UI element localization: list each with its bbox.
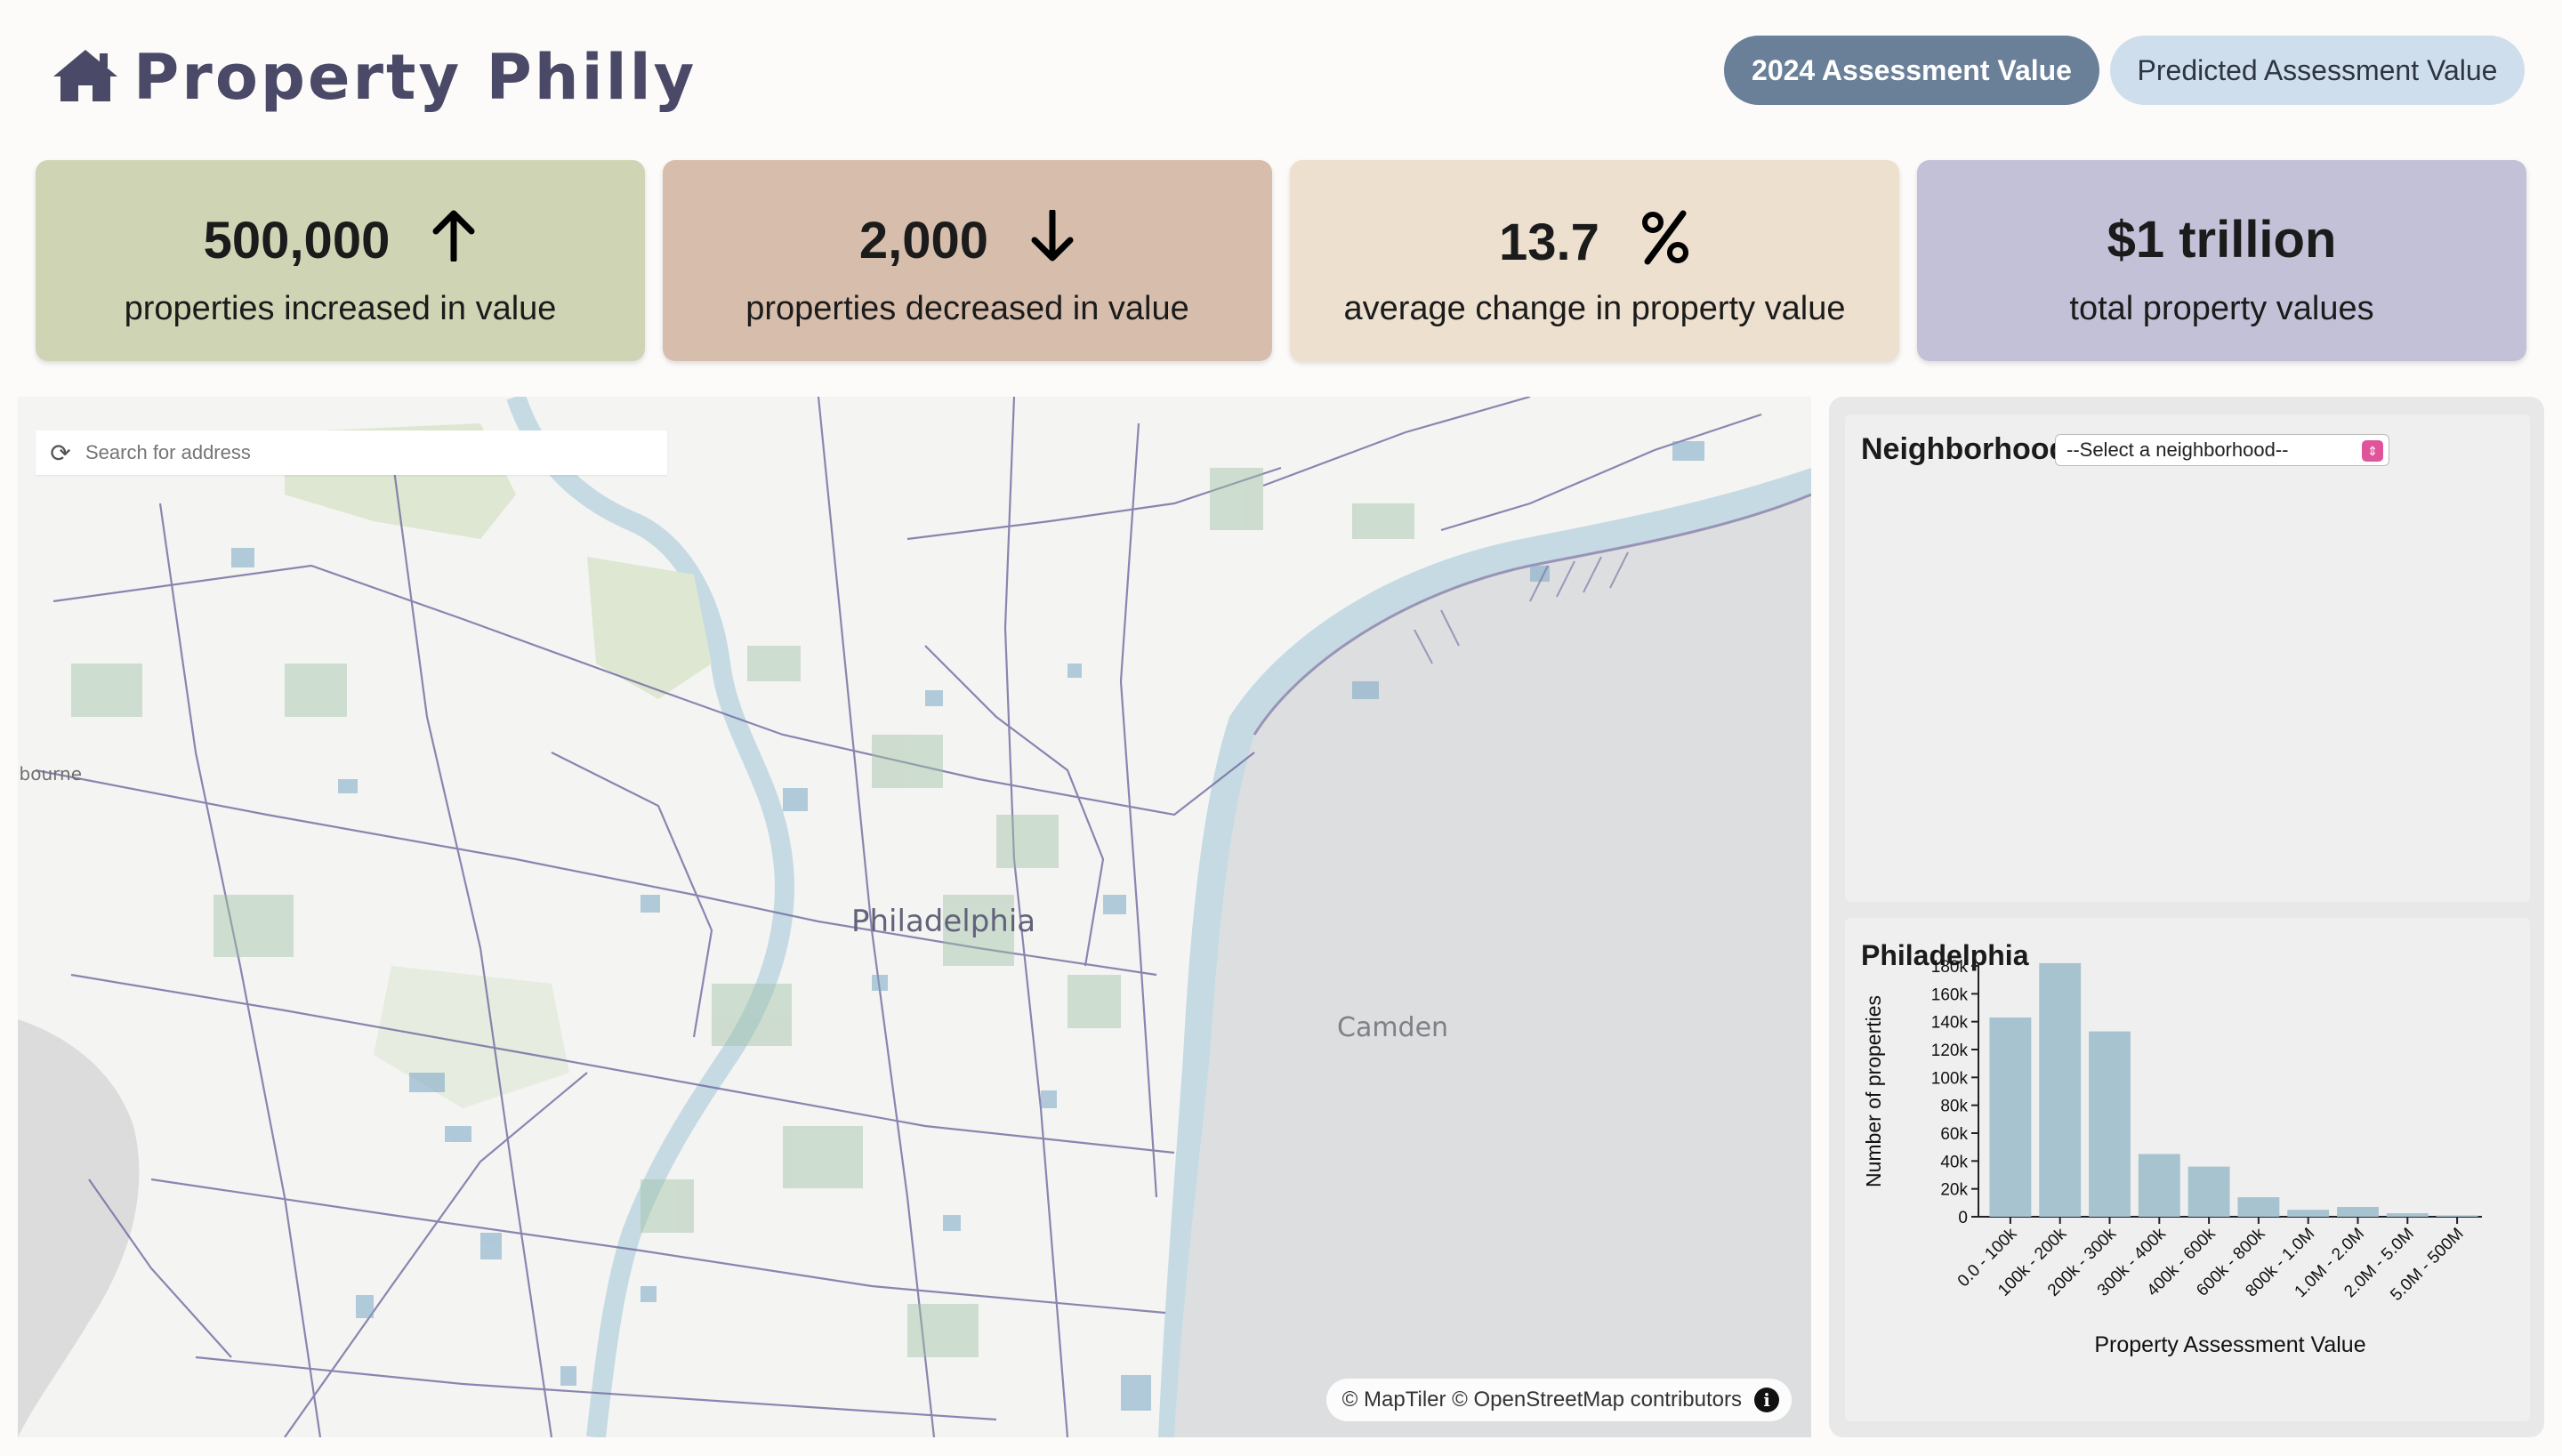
histogram-bar	[2337, 1207, 2379, 1217]
y-axis-title: Number of properties	[1862, 995, 1885, 1187]
address-search-box[interactable]: ⟳	[36, 430, 667, 475]
stat-label: properties decreased in value	[745, 290, 1189, 327]
y-tick-label: 20k	[1940, 1181, 1968, 1200]
house-icon	[52, 46, 119, 109]
stat-value: 2,000	[858, 212, 989, 269]
neighborhood-select-value: --Select a neighborhood--	[2067, 438, 2289, 461]
app-header: Property Philly 2024 Assessment Value Pr…	[0, 0, 2562, 151]
stat-card-decreased: 2,000 properties decreased in value	[663, 160, 1272, 361]
stat-value: $1 trillion	[2107, 211, 2337, 269]
y-tick-label: 140k	[1931, 1014, 1969, 1033]
stat-value: 13.7	[1499, 213, 1599, 271]
histogram-bar	[2237, 1197, 2280, 1217]
y-tick-label: 40k	[1940, 1153, 1968, 1171]
stat-card-increased: 500,000 properties increased in value	[36, 160, 645, 361]
west-landmass	[18, 1019, 140, 1437]
stat-card-total-value: $1 trillion total property values	[1917, 160, 2526, 361]
neighborhood-boundaries	[35, 397, 1762, 1437]
address-search-input[interactable]	[85, 441, 655, 464]
predicted-assessment-toggle[interactable]: Predicted Assessment Value	[2110, 36, 2525, 105]
histogram-section: Philadelphia 0 20k 40k 60k 80k 100k 120k 140k 16…	[1845, 918, 2530, 1421]
parcel-cluster	[231, 441, 1704, 1411]
camden-landmass	[1174, 495, 1811, 1437]
histogram-bar	[2386, 1213, 2429, 1217]
property-map[interactable]: ⟳ Philadelphia Camden lbourne © MapTiler…	[18, 397, 1811, 1437]
map-label-edge: lbourne	[18, 763, 83, 784]
page-title: Property Philly	[133, 41, 697, 114]
park-area	[374, 966, 569, 1108]
reload-icon[interactable]: ⟳	[50, 438, 71, 467]
piers	[1414, 551, 1629, 664]
x-axis-title: Property Assessment Value	[2094, 1332, 2365, 1357]
histogram-bar	[2039, 962, 2082, 1217]
histogram-bar	[2287, 1210, 2330, 1217]
map-attribution[interactable]: © MapTiler © OpenStreetMap contributors …	[1325, 1379, 1792, 1421]
histogram-bar	[2187, 1166, 2230, 1217]
neighborhood-title: Neighborhood	[1861, 432, 2068, 466]
histogram-bar	[2089, 1031, 2131, 1217]
neighborhood-section: Neighborhood --Select a neighborhood-- ⇕	[1845, 414, 2530, 902]
stat-card-average-change: 13.7 average change in property value	[1290, 160, 1899, 361]
y-tick-label: 80k	[1940, 1098, 1968, 1116]
arrow-down-icon	[1029, 208, 1076, 271]
current-assessment-toggle[interactable]: 2024 Assessment Value	[1724, 36, 2099, 105]
select-arrows-icon[interactable]: ⇕	[2362, 440, 2383, 462]
histogram-bar	[1989, 1017, 2032, 1217]
river-boundary	[1253, 493, 1811, 736]
map-label-camden: Camden	[1337, 1012, 1449, 1043]
y-tick-label: 0	[1958, 1209, 1968, 1227]
map-canvas[interactable]	[18, 397, 1811, 1437]
logo[interactable]: Property Philly	[52, 41, 697, 114]
map-label-philadelphia: Philadelphia	[851, 904, 1036, 939]
y-tick-label: 120k	[1931, 1042, 1969, 1060]
stat-label: properties increased in value	[124, 290, 557, 327]
y-tick-label: 180k	[1931, 958, 1969, 977]
arrow-up-icon	[431, 210, 477, 271]
histogram-title: Philadelphia	[1861, 939, 2029, 971]
attribution-text[interactable]: © MapTiler © OpenStreetMap contributors	[1341, 1388, 1742, 1412]
stat-value: 500,000	[203, 212, 391, 269]
histogram-bar	[2436, 1215, 2478, 1217]
histogram-bar	[2138, 1154, 2180, 1217]
side-panel: Neighborhood --Select a neighborhood-- ⇕…	[1829, 397, 2544, 1437]
y-tick-label: 100k	[1931, 1069, 1969, 1088]
schuylkill-river	[506, 397, 794, 1437]
stat-label: average change in property value	[1343, 290, 1846, 327]
neighborhood-select[interactable]: --Select a neighborhood-- ⇕	[2055, 434, 2389, 466]
y-tick-label: 60k	[1940, 1125, 1968, 1144]
y-tick-label: 160k	[1931, 985, 1969, 1004]
park-area	[587, 557, 712, 699]
parcel-cluster	[71, 468, 1414, 1357]
info-icon[interactable]: i	[1754, 1388, 1779, 1412]
stat-label: total property values	[2069, 290, 2374, 327]
percent-icon	[1640, 210, 1690, 275]
